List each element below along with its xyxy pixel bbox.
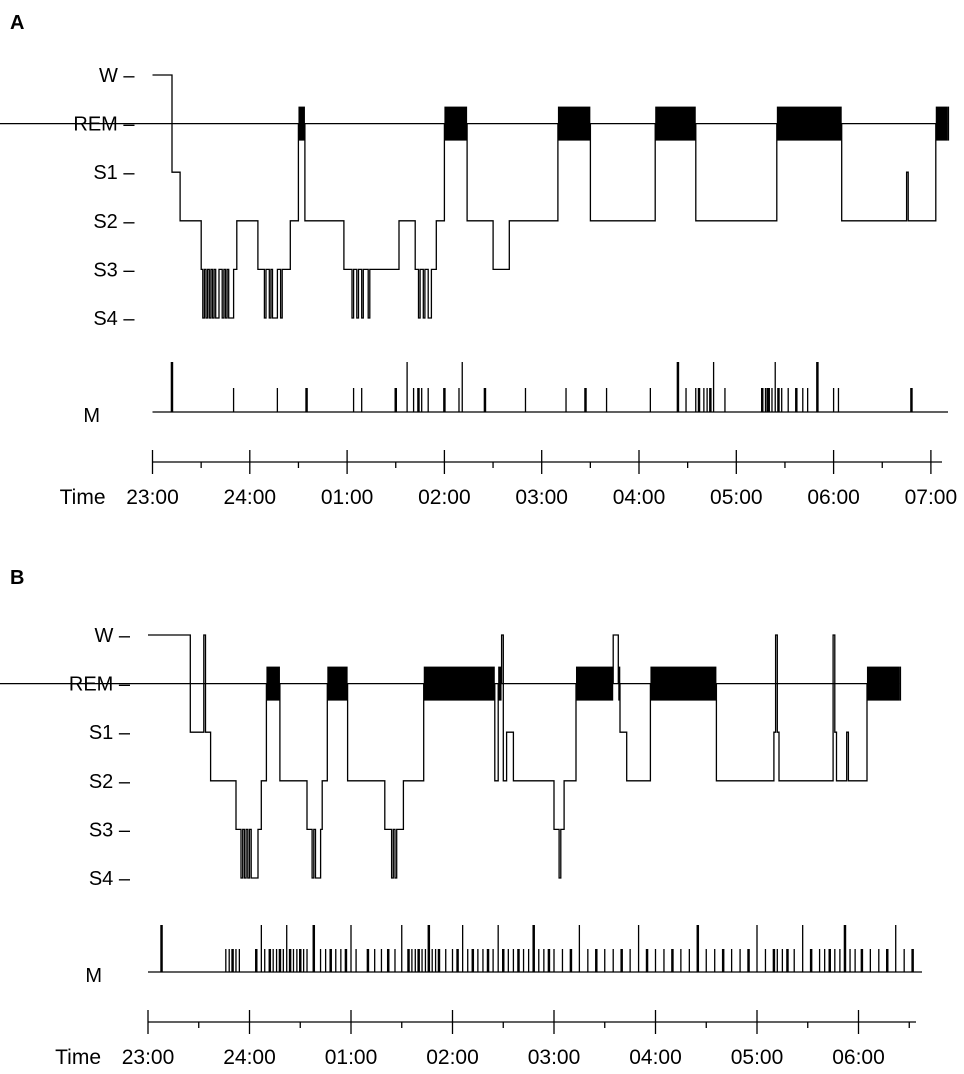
rem-block <box>947 106 950 141</box>
tick-label: 24:00 <box>224 486 277 509</box>
stage-axis-labels: W – REM – S1 – S2 – S3 – S4 – <box>73 65 135 330</box>
movement-trace <box>148 925 922 973</box>
time-prefix: Time <box>55 1046 101 1069</box>
tick-label: 23:00 <box>122 1046 175 1069</box>
panel-a: A W – REM – S1 – S2 – S3 – S4 – M 23:00 24:00 0… <box>0 12 957 509</box>
stage-label: W – <box>99 65 135 87</box>
stage-label: S1 – <box>89 722 131 744</box>
tick-label: 04:00 <box>629 1046 682 1069</box>
tick-label: 03:00 <box>515 486 568 509</box>
tick-label: 23:00 <box>126 486 179 509</box>
tick-label: 04:00 <box>613 486 666 509</box>
movement-label: M <box>85 965 102 987</box>
tick-label: 03:00 <box>528 1046 581 1069</box>
panel-letter: A <box>10 12 24 34</box>
stage-label: S1 – <box>93 162 135 184</box>
tick-label: 01:00 <box>325 1046 378 1069</box>
stage-label: REM – <box>69 674 131 696</box>
time-axis: 23:00 24:00 01:00 02:00 03:00 04:00 05:00 06:00… <box>55 1010 916 1069</box>
stage-label: S2 – <box>93 211 135 233</box>
stage-line <box>0 634 900 879</box>
stage-label: S3 – <box>89 819 131 841</box>
stage-label: S4 – <box>93 308 135 330</box>
hypnogram-trace <box>0 634 902 879</box>
stage-label: S2 – <box>89 771 131 793</box>
stage-label: REM – <box>73 114 135 136</box>
tick-label: 05:00 <box>731 1046 784 1069</box>
tick-label: 07:00 <box>905 486 958 509</box>
tick-label: 06:00 <box>832 1046 885 1069</box>
tick-label: 06:00 <box>807 486 860 509</box>
tick-label: 24:00 <box>223 1046 276 1069</box>
stage-label: S3 – <box>93 259 135 281</box>
tick-label: 05:00 <box>710 486 763 509</box>
movement-label: M <box>83 405 100 427</box>
stage-line <box>0 74 948 319</box>
panel-b: B W – REM – S1 – S2 – S3 – S4 – M 23:00 24:00 0… <box>0 567 922 1069</box>
panel-letter: B <box>10 567 24 589</box>
time-prefix: Time <box>60 486 106 509</box>
stage-label: S4 – <box>89 868 131 890</box>
rem-block <box>899 666 902 701</box>
tick-label: 02:00 <box>418 486 471 509</box>
stage-label: W – <box>94 625 130 647</box>
movement-trace <box>152 362 948 413</box>
stage-axis-labels: W – REM – S1 – S2 – S3 – S4 – <box>69 625 131 890</box>
hypnogram-trace <box>0 74 950 319</box>
tick-label: 01:00 <box>321 486 374 509</box>
time-axis: 23:00 24:00 01:00 02:00 03:00 04:00 05:00 06:00… <box>60 450 958 509</box>
tick-label: 02:00 <box>426 1046 479 1069</box>
